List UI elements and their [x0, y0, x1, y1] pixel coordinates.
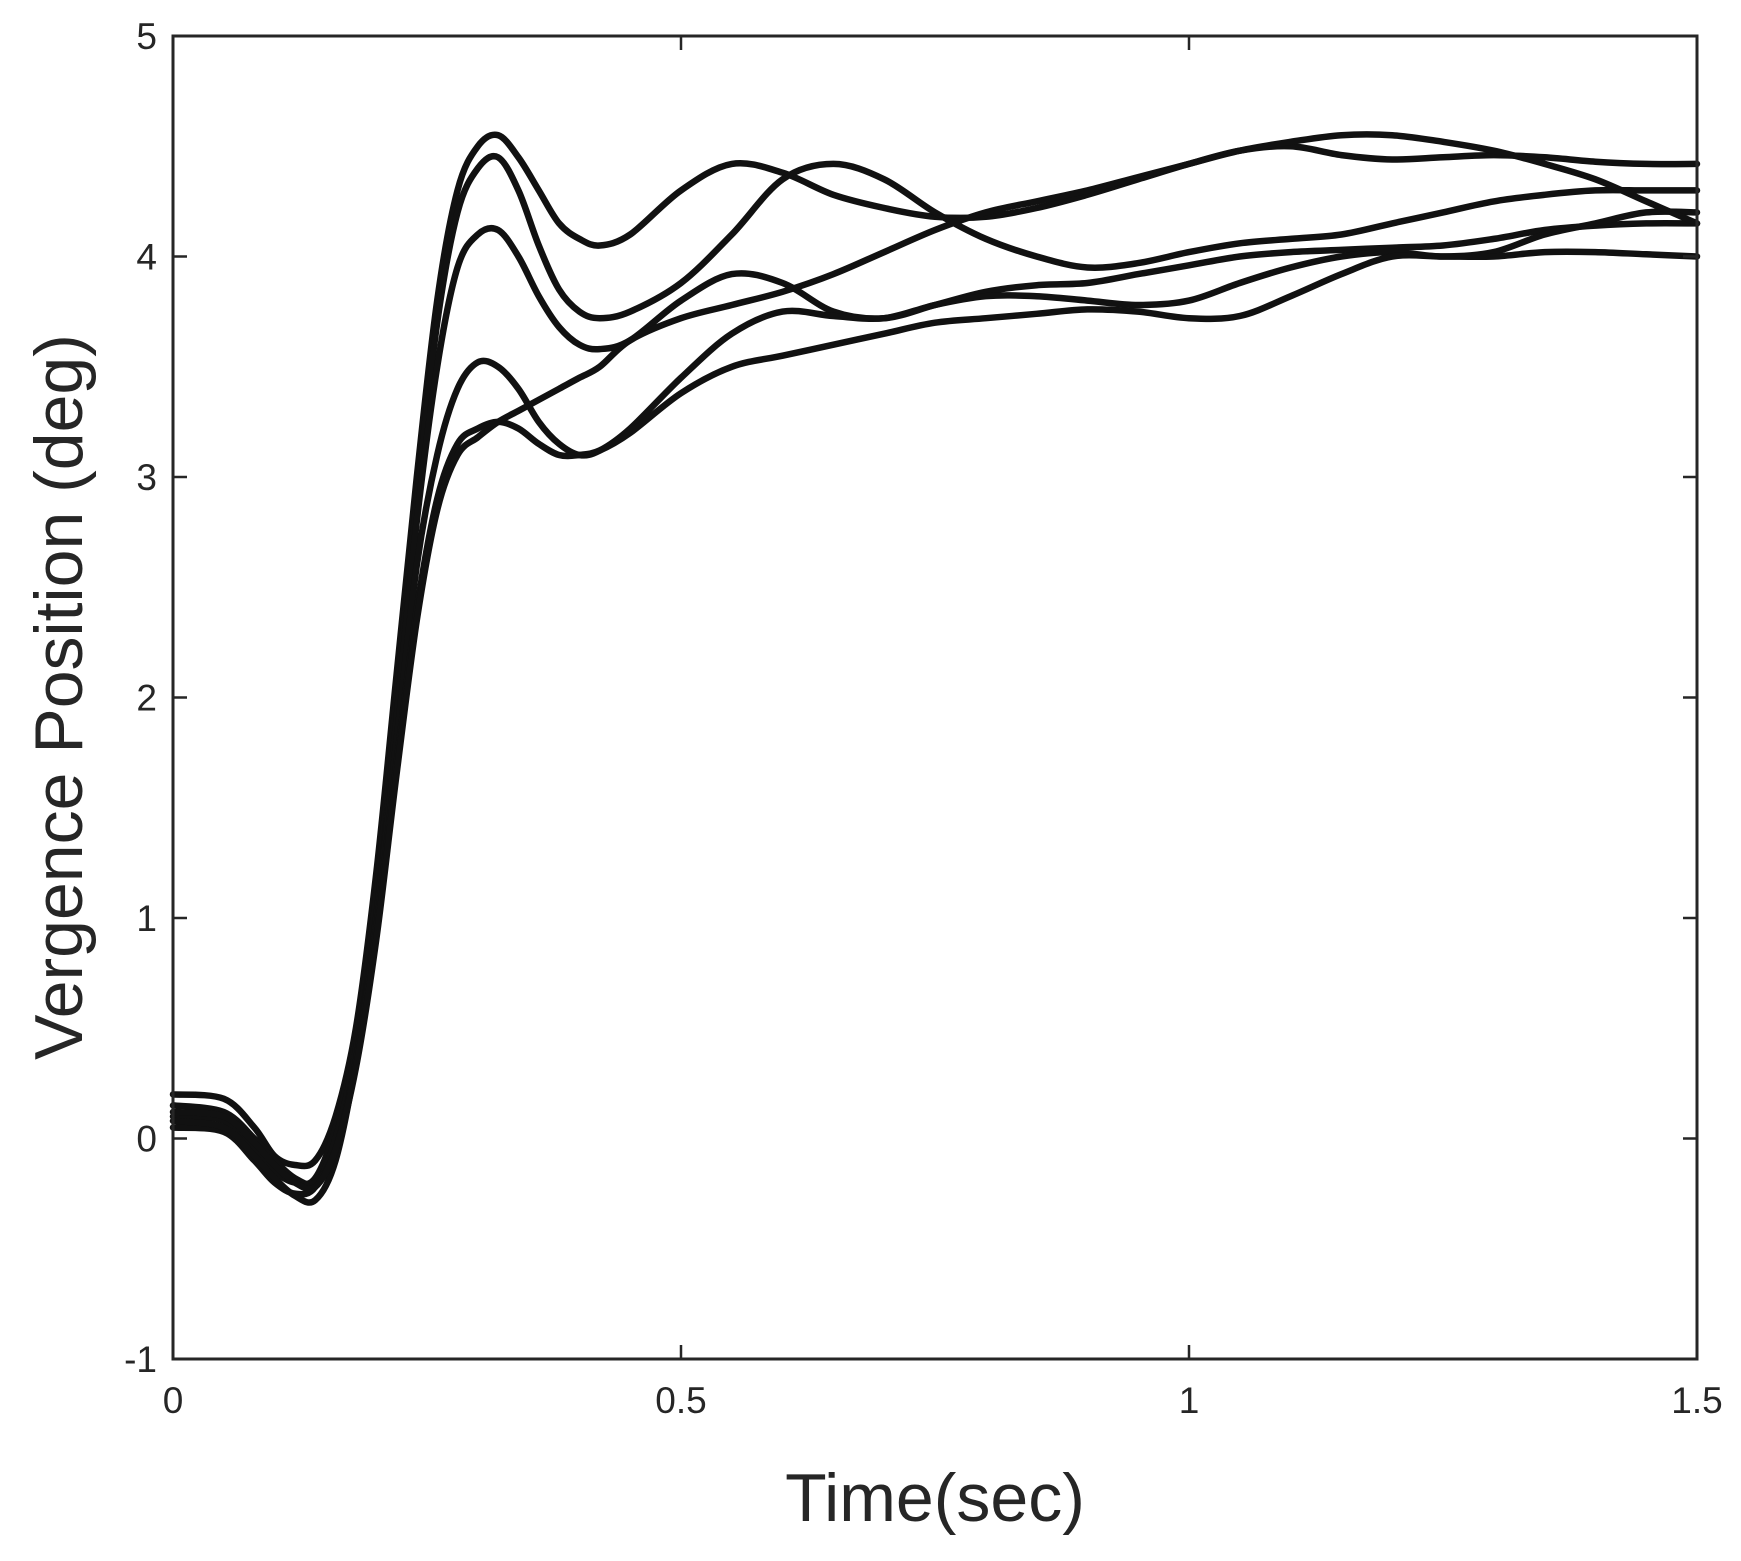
y-tick-label: 1: [136, 898, 157, 939]
series-line-6: [169, 131, 1701, 1193]
series-layer: [169, 131, 1701, 1206]
x-tick-label: 1.5: [1671, 1380, 1722, 1421]
y-tick-label: 3: [136, 457, 157, 498]
y-axis-label: Vergence Position (deg): [21, 334, 97, 1060]
y-tick-label: -1: [124, 1339, 157, 1380]
x-tick-label: 0: [163, 1380, 184, 1421]
y-tick-label: 0: [136, 1119, 157, 1160]
y-tick-label: 2: [136, 678, 157, 719]
x-axis-label: Time(sec): [785, 1460, 1085, 1536]
y-tick-label: 4: [136, 237, 157, 278]
x-tick-label: 1: [1179, 1380, 1200, 1421]
y-tick-label: 5: [136, 16, 157, 57]
x-tick-label: 0.5: [655, 1380, 706, 1421]
